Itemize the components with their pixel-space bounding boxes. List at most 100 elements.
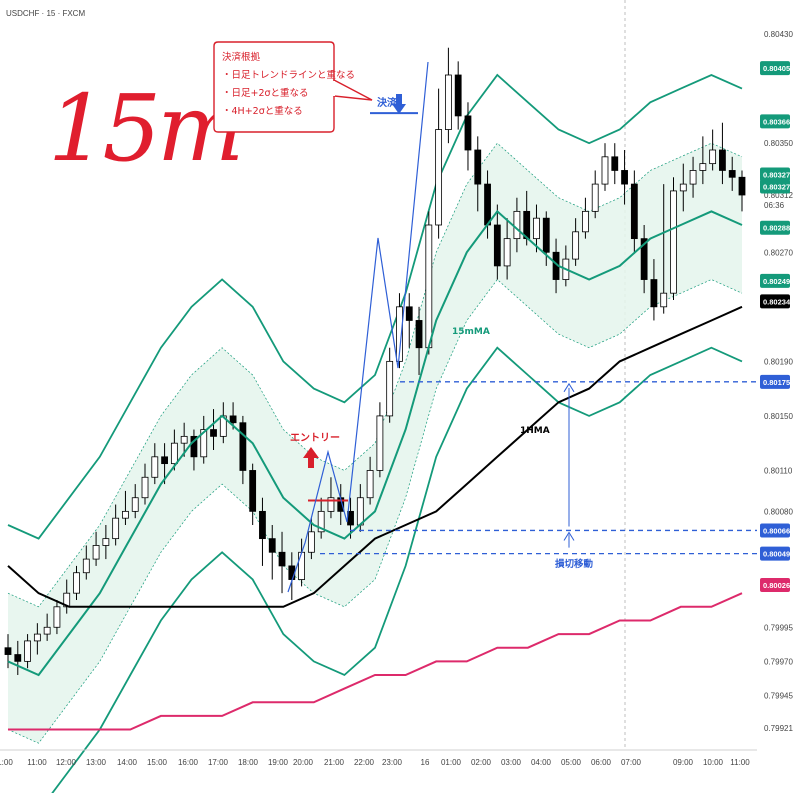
time-tick: 15:00 (147, 758, 168, 767)
candle-down (474, 149, 482, 185)
time-tick: 01:00 (441, 758, 462, 767)
time-tick: 18:00 (238, 758, 259, 767)
candle-up (591, 183, 599, 212)
candle-up (170, 442, 178, 465)
candle-up (112, 517, 120, 540)
price-badge (760, 61, 790, 76)
price-badge-label: 0.80026 (763, 581, 790, 590)
time-tick: 05:00 (561, 758, 582, 767)
bollinger-upper (7, 73, 743, 540)
candle-down (4, 647, 12, 655)
candle-down (650, 279, 658, 308)
price-badge-label: 0.80405 (763, 64, 790, 73)
candle-up (709, 149, 717, 165)
price-badge-label: 0.80066 (763, 526, 790, 535)
price-badge (760, 179, 790, 194)
time-tick: 12:00 (56, 758, 77, 767)
candle-up (513, 210, 521, 240)
candle-up (386, 360, 394, 417)
candle-up (200, 429, 208, 458)
candle-up (180, 435, 188, 444)
time-tick: 10:00 (703, 758, 724, 767)
candle-up (327, 497, 335, 512)
countdown: 06:36 (764, 201, 785, 210)
price-tick: 0.79921 (764, 724, 793, 733)
candle-up (122, 510, 129, 519)
price-tick: 0.80430 (764, 30, 793, 39)
candle-up (435, 129, 443, 226)
candle-up (307, 531, 315, 553)
time-tick: 16:00 (178, 758, 199, 767)
candle-up (533, 217, 540, 240)
candle-up (92, 545, 100, 560)
candle-up (356, 497, 364, 526)
price-badge-label: 0.80327 (763, 171, 790, 180)
price-tick: 0.80080 (764, 507, 793, 516)
time-tick: 07:00 (621, 758, 642, 767)
candle-up (141, 476, 149, 499)
symbol-label: USDCHF · 15 · FXCM (6, 9, 85, 18)
hma-label: 1HMA (520, 426, 550, 436)
candle-up (43, 626, 51, 635)
candle-up (82, 558, 90, 574)
candle-up (444, 74, 452, 130)
candle-up (689, 170, 697, 185)
candle-down (630, 183, 638, 240)
price-axis: 0.80430 0.80350 0.80312 0.80270 0.80190 0.801… (764, 30, 793, 733)
candle-down (738, 176, 746, 196)
candle-up (317, 510, 325, 533)
hma-1h-line (7, 305, 743, 608)
move-arrow-head (563, 382, 575, 393)
candle-down (464, 115, 472, 151)
time-tick: 20:00 (293, 758, 314, 767)
candle-down (239, 422, 247, 471)
time-tick: 06:00 (591, 758, 612, 767)
candle-down (621, 170, 628, 185)
candle-up (53, 606, 61, 628)
time-axis: 1:00 11:00 12:00 13:00 14:00 15:00 16:00 17:00 1… (0, 758, 750, 767)
note-line-3: ・日足+2σと重なる (222, 87, 309, 99)
price-badge (760, 294, 790, 309)
candle-down (229, 415, 237, 424)
candle-up (601, 156, 609, 185)
price-badge-label: 0.80288 (763, 224, 790, 233)
price-badge (760, 114, 790, 129)
candle-up (582, 210, 589, 233)
time-tick: 11:00 (730, 758, 750, 767)
candle-up (151, 456, 159, 478)
candle-down (288, 565, 296, 580)
candle-down (405, 306, 413, 321)
moving-averages (7, 209, 743, 731)
candle-down (161, 456, 168, 465)
candle-down (278, 551, 286, 567)
candle-down (415, 320, 423, 349)
price-badges: 0.80405 0.80366 0.80327 0.80327 0.80288 0.802… (760, 61, 791, 592)
candle-up (102, 538, 110, 546)
candle-up (396, 306, 403, 362)
candle-up (298, 551, 306, 580)
candle-up (366, 470, 374, 499)
candle-down (719, 149, 726, 171)
price-tick: 0.80270 (764, 248, 793, 257)
time-tick: 09:00 (673, 758, 694, 767)
time-tick: 04:00 (531, 758, 552, 767)
price-badge (760, 523, 790, 538)
time-tick: 17:00 (208, 758, 229, 767)
price-badge (760, 273, 790, 288)
price-badge (760, 374, 790, 389)
price-badge-label: 0.80175 (763, 378, 790, 387)
settle-down-arrow (392, 94, 406, 114)
candle-down (611, 156, 619, 171)
annotations (287, 61, 575, 593)
time-tick: 21:00 (324, 758, 345, 767)
price-tick: 0.79995 (764, 623, 793, 632)
time-tick: 11:00 (27, 758, 47, 767)
candle-down (268, 538, 276, 553)
price-tick: 0.80312 (764, 191, 793, 200)
candle-up (131, 497, 139, 512)
time-tick: 1:00 (0, 758, 13, 767)
candle-up (660, 292, 668, 308)
note-line-1: 決済根拠 (222, 51, 261, 63)
note-line-4: ・4H+2σと重なる (222, 105, 303, 117)
time-tick: 19:00 (268, 758, 289, 767)
